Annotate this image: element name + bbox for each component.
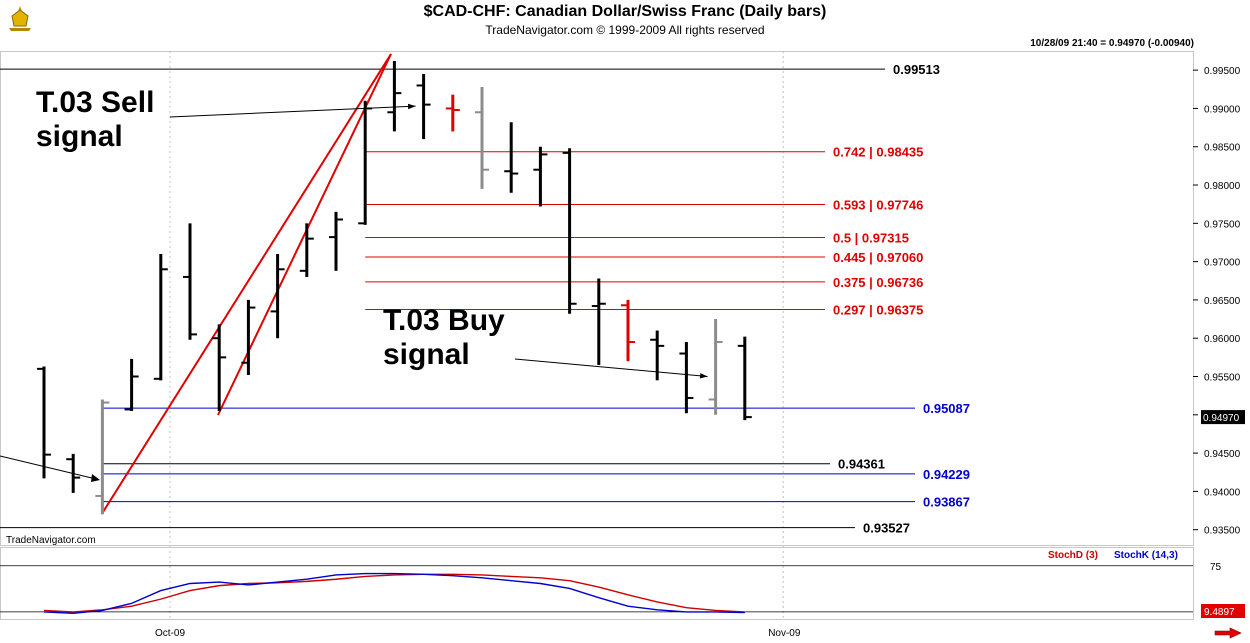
last-price-box: [1201, 410, 1245, 425]
price-tick-label: 0.99000: [1204, 104, 1241, 115]
watermark: TradeNavigator.com: [6, 535, 96, 546]
price-tick-label: 0.97500: [1204, 219, 1241, 230]
level-label: 0.5 | 0.97315: [833, 230, 909, 245]
level-label: 0.95087: [923, 401, 970, 416]
ohlc-bar: [95, 399, 110, 515]
trade-navigator-logo-icon: [9, 6, 31, 31]
ohlc-bar: [37, 366, 51, 479]
ohlc-bar: [621, 299, 635, 362]
signal-arrow: [169, 105, 416, 118]
price-tick-label: 0.99500: [1204, 66, 1241, 77]
ohlc-bar: [241, 299, 256, 375]
last-price-label: 0.94970: [1203, 413, 1240, 424]
time-axis: Oct-09 Nov-09: [155, 628, 801, 639]
ohlc-bar: [153, 253, 168, 381]
ohlc-bar: [591, 278, 606, 366]
ohlc-bar: [504, 122, 519, 193]
price-bars: [37, 60, 752, 515]
stochastic-lines: 75 StochD (3) StochK (14,3) 9.4897: [0, 550, 1245, 618]
price-readout: 10/28/09 21:40 = 0.94970 (-0.00940): [1030, 38, 1194, 49]
signal-label: T.03 Buy: [383, 304, 505, 337]
arrow-head-icon: [407, 103, 416, 110]
price-tick-label: 0.97000: [1204, 258, 1241, 269]
stoch-series-line: [43, 573, 745, 613]
chart-title: $CAD-CHF: Canadian Dollar/Swiss Franc (D…: [423, 3, 827, 20]
level-label: 0.297 | 0.96375: [833, 302, 923, 317]
legend-stoch-d: StochD (3): [1048, 550, 1098, 561]
ohlc-bar: [124, 358, 139, 411]
price-tick-label: 0.93500: [1204, 526, 1241, 537]
level-label: 0.93867: [923, 495, 970, 510]
ohlc-bar: [183, 223, 197, 340]
price-tick-label: 0.96500: [1204, 296, 1241, 307]
price-tick-label: 0.98000: [1204, 181, 1241, 192]
ohlc-bar: [329, 211, 343, 271]
month-label: Oct-09: [155, 628, 185, 639]
ohlc-bar: [737, 336, 752, 421]
stochastic-panel: [0, 547, 1194, 620]
level-label: 0.445 | 0.97060: [833, 250, 923, 265]
level-label: 0.99513: [893, 62, 940, 77]
ohlc-bar: [387, 60, 402, 132]
ohlc-bar: [445, 94, 460, 132]
ohlc-bar: [475, 86, 489, 189]
arrow-head-icon: [699, 373, 708, 379]
ohlc-bar: [212, 324, 227, 411]
price-panel: [0, 51, 1194, 546]
ohlc-bar: [270, 253, 285, 339]
level-label: 0.93527: [863, 521, 910, 536]
level-label: 0.593 | 0.97746: [833, 197, 923, 212]
stoch-tick-label: 75: [1210, 562, 1222, 573]
level-label: 0.94229: [923, 467, 970, 482]
price-axis: 0.99500 0.99000 0.98500 0.98000 0.97500 0.970…: [1193, 66, 1245, 537]
level-label: 0.375 | 0.96736: [833, 275, 923, 290]
trend-line-lower: [217, 53, 392, 416]
legend-stoch-k: StochK (14,3): [1114, 550, 1178, 561]
ohlc-bar: [533, 146, 548, 207]
price-tick-label: 0.96000: [1204, 334, 1241, 345]
level-label: 0.94361: [838, 457, 885, 472]
stoch-series-line: [43, 572, 745, 615]
trend-line-upper: [102, 53, 392, 513]
signal-arrow: [514, 358, 708, 378]
arrow-head-icon: [91, 474, 100, 482]
signal-label: T.03 Sell: [36, 86, 154, 119]
ohlc-bar: [679, 342, 694, 414]
signal-label: signal: [36, 120, 123, 153]
last-stoch-box: [1201, 604, 1245, 618]
signal-label: signal: [383, 338, 470, 371]
last-stoch-label: 9.4897: [1204, 607, 1235, 618]
pointer-arrow: [0, 455, 97, 480]
ohlc-bar: [562, 148, 577, 314]
price-tick-label: 0.98500: [1204, 143, 1241, 154]
price-tick-label: 0.95500: [1204, 373, 1241, 384]
chart-subtitle: TradeNavigator.com © 1999-2009 All right…: [485, 23, 765, 37]
trend-lines: [102, 53, 392, 513]
price-tick-label: 0.94000: [1204, 487, 1241, 498]
month-label: Nov-09: [768, 628, 801, 639]
ohlc-bar: [708, 319, 723, 415]
ohlc-bar: [416, 73, 431, 140]
level-label: 0.742 | 0.98435: [833, 145, 923, 160]
ohlc-bar: [299, 223, 314, 277]
fibonacci-levels: 0.99513 0.742 | 0.98435 0.593 | 0.97746 0.5…: [0, 62, 970, 536]
scroll-right-arrow-icon[interactable]: [1214, 627, 1242, 639]
price-tick-label: 0.94500: [1204, 449, 1241, 460]
